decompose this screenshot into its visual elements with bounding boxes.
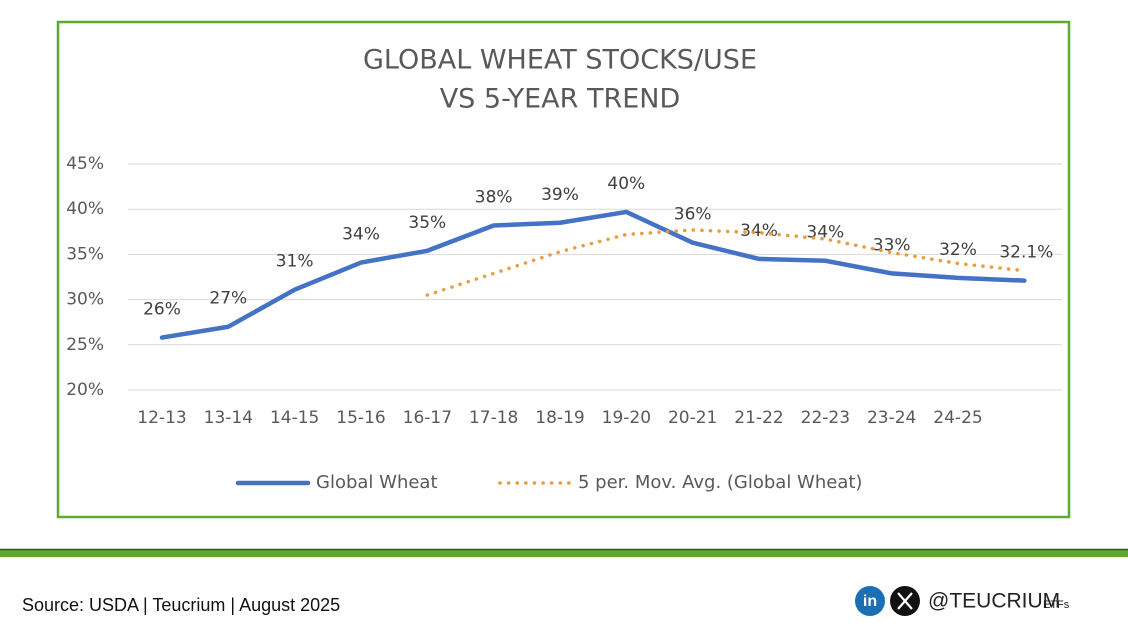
data-label: 32% — [939, 240, 977, 260]
chart-title: VS 5-YEAR TREND — [440, 84, 681, 115]
x-icon-glyph — [897, 592, 913, 610]
x-tick-label: 19-20 — [602, 408, 651, 428]
x-tick-label: 23-24 — [867, 408, 916, 428]
source-note: Source: USDA | Teucrium | August 2025 — [22, 595, 340, 615]
x-tick-label: 15-16 — [336, 408, 385, 428]
data-label: 32.1% — [999, 243, 1053, 263]
data-label: 40% — [607, 174, 645, 194]
linkedin-icon — [855, 586, 885, 616]
series-line — [159, 209, 1027, 340]
data-label: 26% — [143, 300, 181, 320]
x-tick-label: 12-13 — [137, 408, 186, 428]
x-tick-label: 20-21 — [668, 408, 717, 428]
data-label: 34% — [806, 223, 844, 243]
linkedin-icon-text: in — [863, 593, 877, 610]
x-tick-label: 18-19 — [535, 408, 584, 428]
data-label: 27% — [209, 289, 247, 309]
y-tick-label: 30% — [66, 290, 104, 310]
y-tick-label: 35% — [66, 244, 104, 264]
data-label: 38% — [475, 187, 513, 207]
data-label: 34% — [342, 225, 380, 245]
series-line — [425, 228, 1027, 297]
chart-frame — [56, 20, 1071, 519]
y-tick-label: 25% — [66, 335, 104, 355]
legend-label: Global Wheat — [316, 472, 438, 493]
y-tick-label: 20% — [66, 380, 104, 400]
divider-band — [0, 549, 1128, 557]
y-tick-label: 45% — [66, 154, 104, 174]
data-label: 39% — [541, 185, 579, 205]
y-tick-label: 40% — [66, 199, 104, 219]
brand-suffix: ETFs — [1043, 599, 1070, 611]
chart-title: GLOBAL WHEAT STOCKS/USE — [363, 45, 757, 76]
data-label: 35% — [408, 213, 446, 233]
x-tick-label: 16-17 — [403, 408, 452, 428]
x-tick-label: 24-25 — [933, 408, 982, 428]
brand-handle: @TEUCRIUM — [928, 590, 1060, 613]
x-tick-label: 14-15 — [270, 408, 319, 428]
legend-label: 5 per. Mov. Avg. (Global Wheat) — [578, 472, 862, 493]
data-label: 33% — [873, 235, 911, 255]
x-tick-label: 22-23 — [801, 408, 850, 428]
data-label: 34% — [740, 221, 778, 241]
x-tick-label: 13-14 — [204, 408, 253, 428]
data-label: 31% — [276, 252, 314, 272]
data-label: 36% — [674, 205, 712, 225]
x-tick-label: 21-22 — [734, 408, 783, 428]
x-tick-label: 17-18 — [469, 408, 518, 428]
